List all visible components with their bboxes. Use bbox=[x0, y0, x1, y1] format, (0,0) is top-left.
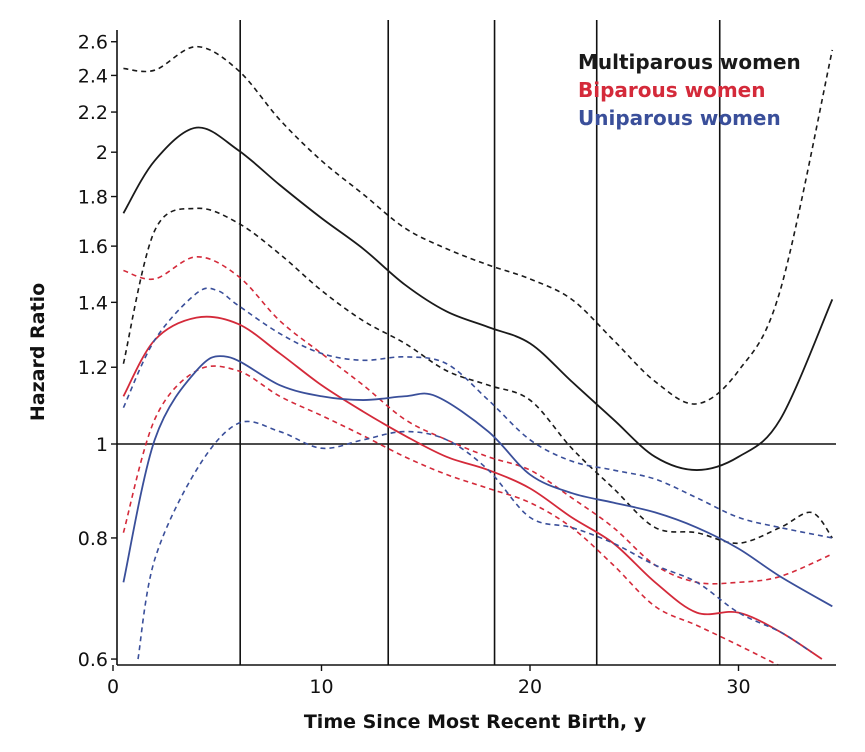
multiparous-upper-ci-line bbox=[123, 45, 834, 405]
biparous-estimate-line bbox=[122, 315, 823, 660]
x-tick-label: 10 bbox=[309, 676, 333, 698]
y-tick-label: 1.8 bbox=[78, 187, 108, 209]
y-tick-label: 2.6 bbox=[78, 32, 108, 54]
y-tick-label: 1.6 bbox=[78, 236, 108, 258]
x-axis-label: Time Since Most Recent Birth, y bbox=[304, 711, 647, 733]
x-tick-label: 30 bbox=[726, 676, 750, 698]
uniparous-upper-ci-line bbox=[122, 287, 833, 539]
x-tick-label: 0 bbox=[107, 676, 119, 698]
legend-entry-biparous: Biparous women bbox=[578, 78, 765, 102]
x-tick-label: 20 bbox=[518, 676, 542, 698]
legend-entry-uniparous: Uniparous women bbox=[578, 106, 781, 130]
biparous-lower-ci-line bbox=[122, 365, 780, 665]
y-tick-label: 1.2 bbox=[78, 357, 108, 379]
uniparous-lower-ci-line bbox=[137, 420, 812, 660]
y-tick-label: 0.6 bbox=[78, 649, 108, 671]
y-axis-label: Hazard Ratio bbox=[27, 283, 49, 421]
legend-entry-multiparous: Multiparous women bbox=[578, 50, 801, 74]
y-tick-label: 2.2 bbox=[78, 102, 108, 124]
multiparous-lower-ci-line bbox=[122, 207, 833, 545]
y-tick-label: 0.8 bbox=[78, 528, 108, 550]
y-tick-label: 1.4 bbox=[78, 292, 108, 314]
y-tick-label: 2.4 bbox=[78, 65, 108, 87]
y-tick-label: 2 bbox=[96, 142, 108, 164]
biparous-upper-ci-line bbox=[123, 255, 833, 585]
y-tick-label: 1 bbox=[96, 434, 108, 456]
multiparous-estimate-line bbox=[122, 126, 834, 471]
uniparous-estimate-line bbox=[122, 355, 833, 608]
